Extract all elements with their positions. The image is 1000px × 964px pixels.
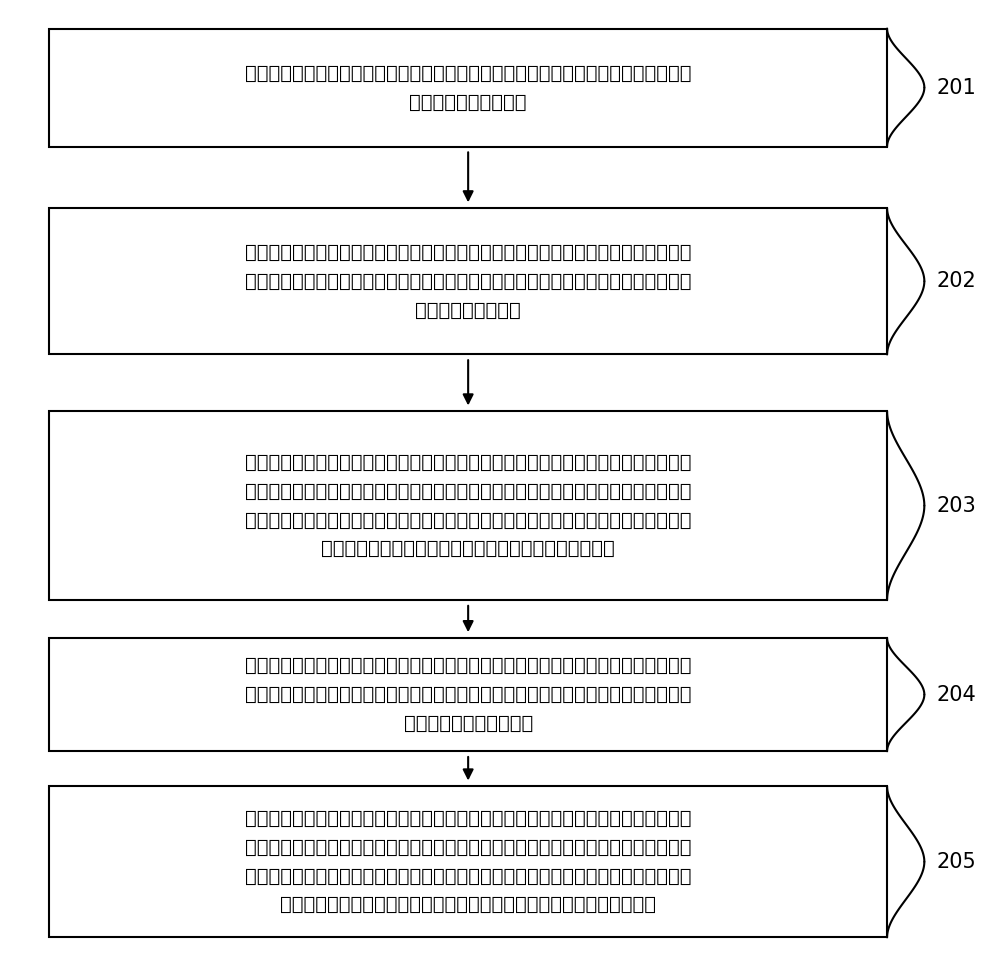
Text: 203: 203 xyxy=(936,495,976,516)
Bar xyxy=(49,208,887,355)
Text: 204: 204 xyxy=(936,684,976,705)
Bar xyxy=(49,412,887,600)
Bar xyxy=(49,787,887,937)
Bar xyxy=(49,29,887,147)
Text: 202: 202 xyxy=(936,271,976,291)
Bar xyxy=(49,638,887,751)
Text: 按照第二时间戳的先后顺序，依次将多个第二时间戳中的一个时间戳作为当前第二时间
戳，从包括当前第二时间戳对应的视频内容的目标视频文件中获取当前第二时间戳对应
的视: 按照第二时间戳的先后顺序，依次将多个第二时间戳中的一个时间戳作为当前第二时间 戳… xyxy=(245,453,691,558)
Text: 响应于视频回放请求，从保存的目标视频名称的多个视频文件中，确定自第一时间戳起
各个第二时间戳对应的视频内容的目标视频文件，第二时间戳是第一时间戳或第一时间
戳后: 响应于视频回放请求，从保存的目标视频名称的多个视频文件中，确定自第一时间戳起 各… xyxy=(245,243,691,319)
Text: 接收终端设备发送的视频回放请求，视频回放请求用于指示自第一时间戳起开始回放目
标视频名称的视频文件: 接收终端设备发送的视频回放请求，视频回放请求用于指示自第一时间戳起开始回放目 标… xyxy=(245,64,691,112)
Text: 向终端设备发送第一媒体流数据和第二媒体流数据，以供终端设备解析第一媒体流数据
以获取当前第二时间戳对应的视频内容，以及解析第二媒体流数据以获取当前第二时间
戳对: 向终端设备发送第一媒体流数据和第二媒体流数据，以供终端设备解析第一媒体流数据 以… xyxy=(245,809,691,915)
Text: 205: 205 xyxy=(936,852,976,871)
Text: 将当前第二时间戳对应的视频内容封装成流媒体格式的第一媒体流数据，以及在查询到
当前第二时间戳对应批注信息的情况下，将当前第二时间戳对应的批注信息封装成流媒
体格: 将当前第二时间戳对应的视频内容封装成流媒体格式的第一媒体流数据，以及在查询到 当… xyxy=(245,656,691,733)
Text: 201: 201 xyxy=(936,77,976,97)
